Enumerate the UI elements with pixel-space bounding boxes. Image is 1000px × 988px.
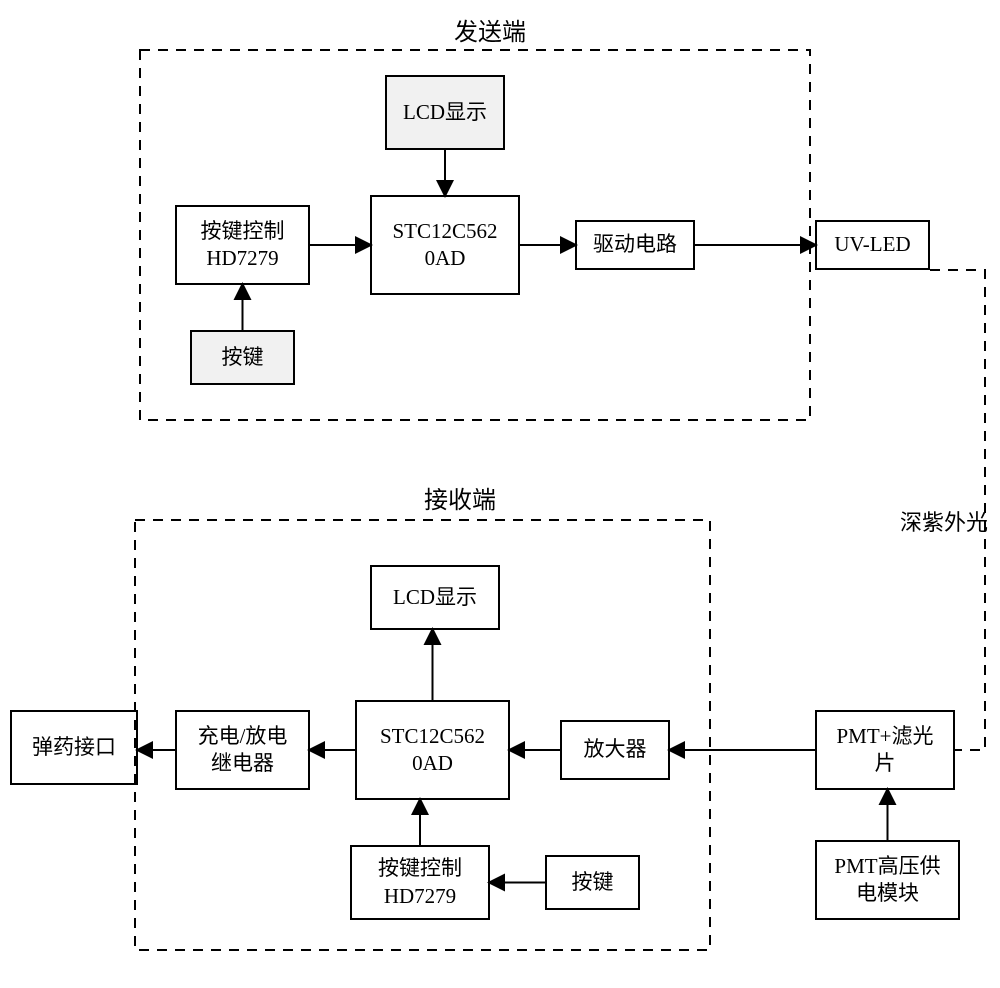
rx-title: 接收端 (400, 480, 520, 515)
node-tx_mcu: STC12C5620AD (370, 195, 520, 295)
node-rx_pmt: PMT+滤光片 (815, 710, 955, 790)
tx-title: 发送端 (430, 12, 550, 47)
node-label: PMT+滤光片 (836, 723, 933, 778)
node-tx_key_ctrl: 按键控制HD7279 (175, 205, 310, 285)
node-label: 放大器 (584, 736, 647, 763)
node-label: 按键 (572, 869, 614, 896)
rx-title-text: 接收端 (424, 488, 496, 514)
node-rx_lcd: LCD显示 (370, 565, 500, 630)
node-tx_lcd: LCD显示 (385, 75, 505, 150)
node-tx_drv: 驱动电路 (575, 220, 695, 270)
uv-side-label-text: 深紫外光 (900, 510, 988, 535)
node-rx_key: 按键 (545, 855, 640, 910)
diagram-canvas: 发送端 接收端 深紫外光 LCD显示按键控制HD7279STC12C5620AD… (0, 0, 1000, 988)
node-label: LCD显示 (393, 584, 477, 611)
node-rx_mcu: STC12C5620AD (355, 700, 510, 800)
node-label: STC12C5620AD (392, 218, 497, 273)
node-label: 按键控制HD7279 (201, 218, 285, 273)
node-label: PMT高压供电模块 (834, 853, 940, 908)
node-rx_ammo: 弹药接口 (10, 710, 138, 785)
node-label: 充电/放电继电器 (198, 723, 288, 778)
node-tx_uvled: UV-LED (815, 220, 930, 270)
node-rx_key_ctrl: 按键控制HD7279 (350, 845, 490, 920)
node-label: STC12C5620AD (380, 723, 485, 778)
node-label: LCD显示 (403, 99, 487, 126)
node-rx_amp: 放大器 (560, 720, 670, 780)
node-label: 弹药接口 (32, 734, 116, 761)
node-tx_key: 按键 (190, 330, 295, 385)
node-rx_relay: 充电/放电继电器 (175, 710, 310, 790)
node-label: 按键 (222, 344, 264, 371)
node-label: 按键控制HD7279 (378, 855, 462, 910)
node-label: 驱动电路 (593, 231, 677, 258)
node-label: UV-LED (834, 231, 910, 258)
uv-side-label: 深紫外光 (900, 505, 988, 537)
tx-title-text: 发送端 (454, 20, 526, 46)
node-rx_hv: PMT高压供电模块 (815, 840, 960, 920)
